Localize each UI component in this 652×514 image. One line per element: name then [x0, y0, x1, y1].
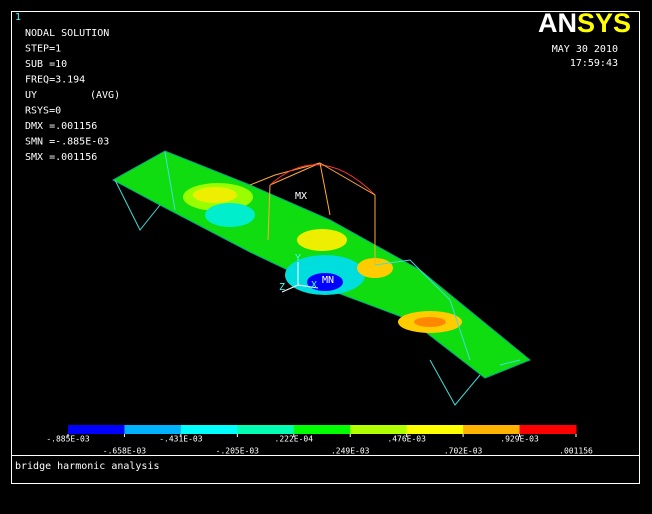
logo: ANSYS	[538, 8, 631, 38]
legend-label: .702E-03	[444, 447, 483, 456]
info-line: STEP=1	[25, 44, 61, 55]
info-line: SMX =.001156	[25, 152, 97, 163]
axis-y: Y	[295, 253, 301, 264]
info-block: NODAL SOLUTION STEP=1 SUB =10 FREQ=3.194 UY R…	[25, 28, 109, 163]
legend-label: -.658E-03	[103, 447, 147, 456]
frame	[11, 11, 640, 484]
min-marker: MN	[322, 275, 334, 286]
legend-label: -.205E-03	[216, 447, 260, 456]
blob	[297, 229, 347, 251]
blob	[205, 203, 255, 227]
legend-swatch	[350, 425, 408, 434]
wireframe	[114, 151, 521, 406]
legend-label: .476E-03	[387, 435, 426, 444]
logo-sys: SYS	[577, 8, 631, 38]
legend-label: .001156	[559, 447, 593, 456]
info-line: SUB =10	[25, 59, 67, 70]
legend-swatch	[293, 425, 351, 434]
logo-an: AN	[538, 8, 577, 38]
blob	[307, 273, 343, 291]
info-line: DMX =.001156	[25, 121, 97, 132]
legend-label: -.431E-03	[159, 435, 203, 444]
info-line: NODAL SOLUTION	[25, 28, 109, 39]
legend-swatch	[463, 425, 521, 434]
legend-swatch	[180, 425, 238, 434]
blob	[414, 317, 446, 327]
legend-label: .929E-03	[500, 435, 539, 444]
date: MAY 30 2010	[552, 44, 618, 55]
legend-swatch	[237, 425, 295, 434]
legend-swatch	[406, 425, 464, 434]
legend-label: .249E-03	[331, 447, 370, 456]
contour-legend: -.885E-03 -.658E-03 -.431E-03 -.205E-03 .222…	[46, 425, 593, 456]
axis-z: Z	[279, 282, 285, 293]
triad: Y Z X	[279, 253, 319, 293]
legend-swatch	[68, 425, 125, 434]
info-line: UY	[25, 90, 37, 101]
time: 17:59:43	[570, 58, 618, 69]
legend-swatch	[519, 425, 577, 434]
info-line: RSYS=0	[25, 106, 61, 117]
legend-label: -.885E-03	[46, 435, 90, 444]
axis-x: X	[311, 280, 317, 291]
max-marker: MX	[295, 191, 307, 202]
blob	[357, 258, 393, 278]
window-number: 1	[15, 12, 21, 23]
info-line: FREQ=3.194	[25, 75, 85, 86]
legend-swatch	[124, 425, 182, 434]
blob	[193, 187, 237, 203]
model: MX MN Y Z X	[111, 150, 531, 406]
footer-title: bridge harmonic analysis	[15, 461, 160, 472]
legend-label: .222E-04	[275, 435, 314, 444]
info-avg: (AVG)	[90, 90, 120, 101]
info-line: SMN =-.885E-03	[25, 137, 109, 148]
